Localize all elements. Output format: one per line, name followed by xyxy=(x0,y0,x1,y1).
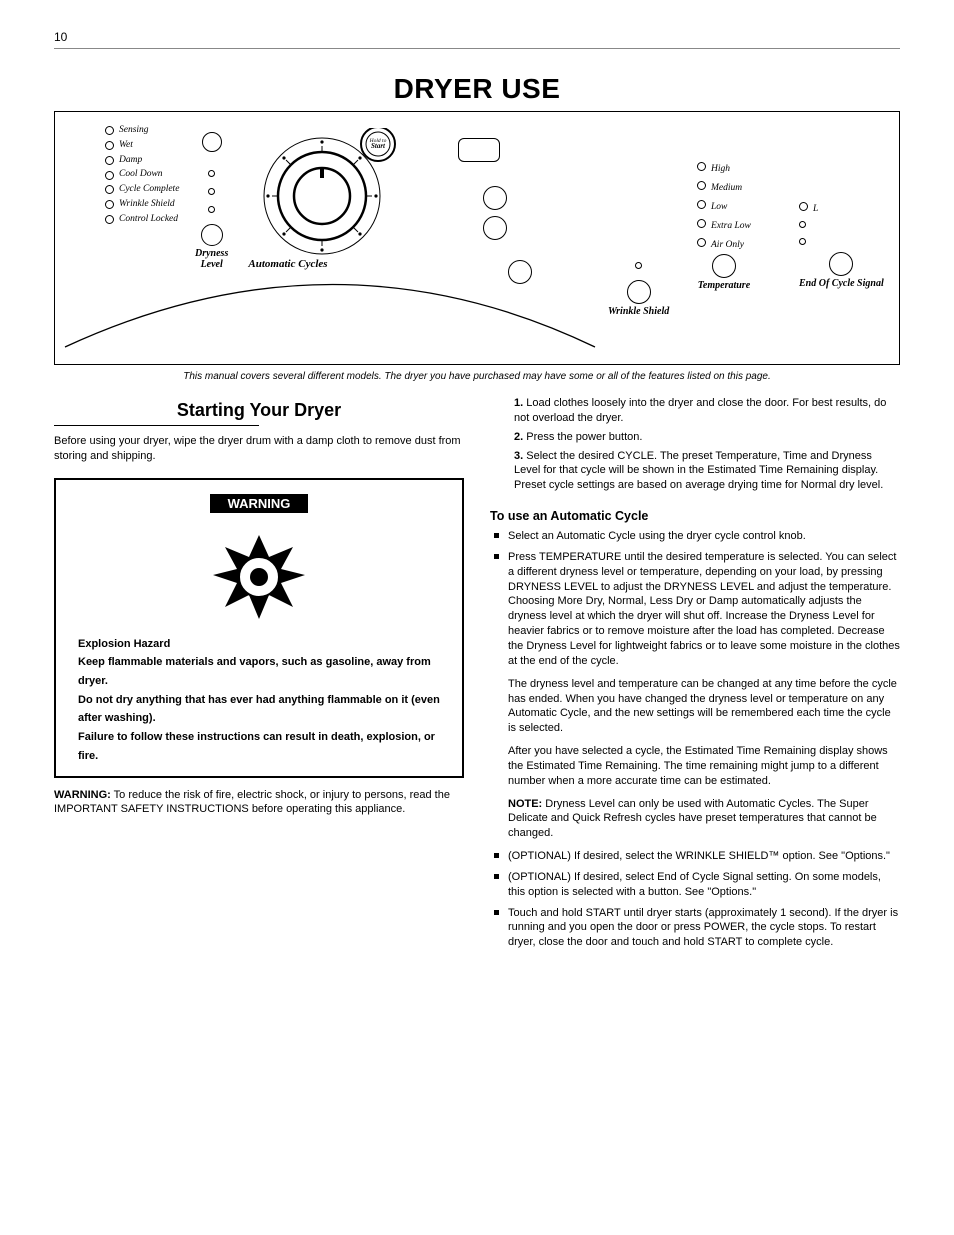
heading-underline xyxy=(54,425,259,426)
control-panel-diagram: Sensing Wet Damp Cool Down Cycle Complet… xyxy=(54,111,900,365)
left-column: Starting Your Dryer Before using your dr… xyxy=(54,396,464,958)
top-rule xyxy=(54,48,900,49)
section-title: DRYER USE xyxy=(54,73,900,105)
right-column: 1. Load clothes loosely into the dryer a… xyxy=(490,396,900,958)
warning-box: WARNING Explosion Hazard Keep flammable … xyxy=(54,478,464,778)
cycle-dial: Hold to Start xyxy=(260,128,410,263)
end-of-cycle-group: L End Of Cycle Signal xyxy=(799,202,884,289)
warning-lines: Explosion Hazard Keep flammable material… xyxy=(70,635,448,766)
explosion-icon xyxy=(211,529,307,625)
auto-cycle-subhead: To use an Automatic Cycle xyxy=(490,509,900,523)
status-lights-list: Sensing Wet Damp Cool Down Cycle Complet… xyxy=(105,124,195,227)
auto-paragraph-1: The dryness level and temperature can be… xyxy=(490,677,900,736)
temperature-group: High Medium Low Extra Low Air Only Tempe… xyxy=(697,162,751,291)
wipe-drum-paragraph: Before using your dryer, wipe the dryer … xyxy=(54,434,464,464)
auto-paragraph-2: After you have selected a cycle, the Est… xyxy=(490,744,900,789)
svg-text:Start: Start xyxy=(371,142,386,150)
warning-label: WARNING xyxy=(210,494,309,513)
decorative-arc xyxy=(55,262,615,357)
numbered-steps: 1. Load clothes loosely into the dryer a… xyxy=(490,396,900,493)
dryness-level-group: Dryness Level xyxy=(195,132,228,270)
diagram-caption: This manual covers several different mod… xyxy=(54,371,900,382)
under-warning-paragraph: WARNING: To reduce the risk of fire, ele… xyxy=(54,788,464,818)
starting-dryer-heading: Starting Your Dryer xyxy=(54,400,464,421)
wrinkle-shield-button: Wrinkle Shield xyxy=(608,256,669,317)
note-paragraph: NOTE: Dryness Level can only be used wit… xyxy=(490,797,900,842)
auto-cycle-bullets: Select an Automatic Cycle using the drye… xyxy=(490,529,900,669)
note-bullets: (OPTIONAL) If desired, select the WRINKL… xyxy=(490,849,900,950)
page-number: 10 xyxy=(54,30,900,44)
